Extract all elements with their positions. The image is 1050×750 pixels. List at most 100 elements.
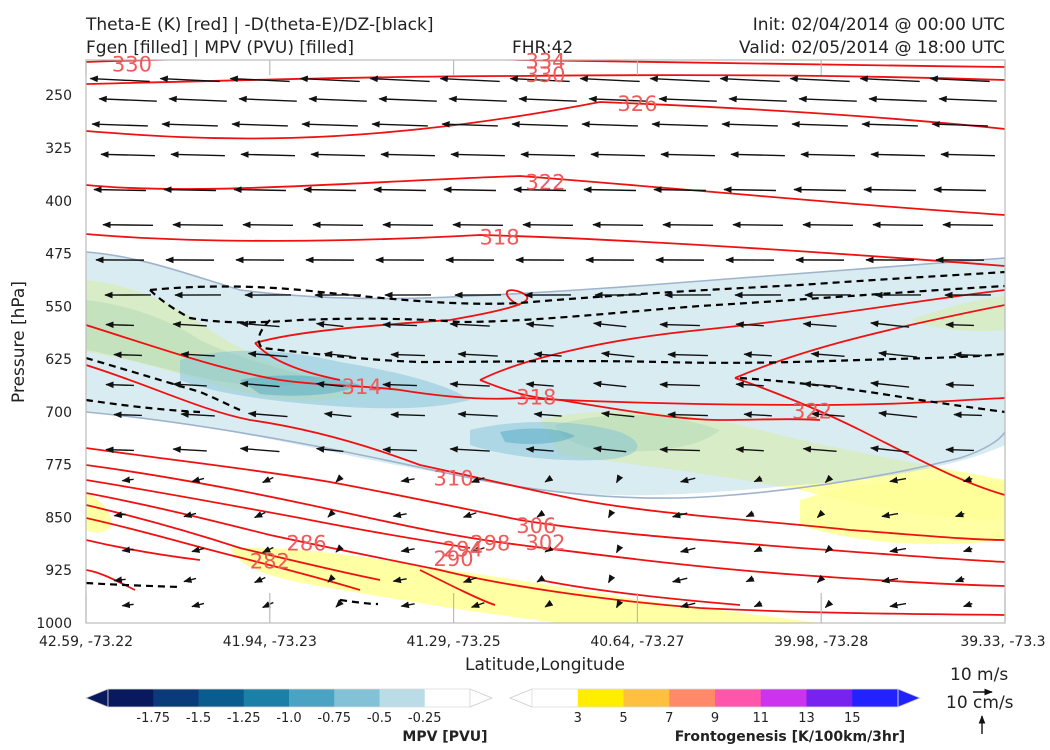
mpv-region-inner-2 xyxy=(500,428,575,444)
wind-arrow xyxy=(667,351,708,358)
colorbar-outline xyxy=(107,688,471,708)
colorbar-bin xyxy=(379,689,426,707)
x-tick-label: 42.59, -73.22 xyxy=(39,634,133,650)
wind-arrow xyxy=(327,509,336,518)
wind-arrow xyxy=(382,381,417,389)
wind-arrow xyxy=(878,350,918,358)
wind-arrow xyxy=(323,411,352,418)
wind-arrow xyxy=(533,411,562,418)
wind-arrow xyxy=(745,575,755,583)
wind-arrow xyxy=(102,221,153,229)
wind-arrow xyxy=(962,545,973,553)
colorbar-bin xyxy=(577,689,624,707)
wind-arrow xyxy=(247,350,288,358)
forecast-hour: FHR:42 xyxy=(512,38,574,58)
wind-arrow xyxy=(191,546,205,553)
wind-arrow xyxy=(719,75,780,83)
wind-arrow xyxy=(180,351,215,358)
wind-arrow xyxy=(590,151,645,158)
wind-arrow xyxy=(870,380,910,388)
fgen-colorbar: 3 5 7 9 11 13 15 xyxy=(508,688,922,726)
wind-arrow xyxy=(679,601,696,609)
wind-arrow xyxy=(100,151,155,158)
wind-arrow xyxy=(172,381,207,388)
wind-arrow xyxy=(98,95,157,103)
y-tick-label: 775 xyxy=(45,458,72,474)
wind-arrow xyxy=(183,511,197,518)
wind-arrow xyxy=(533,351,562,358)
wind-arrow xyxy=(735,321,764,329)
wind-arrow xyxy=(592,445,627,453)
wind-arrow xyxy=(392,576,407,584)
wind-arrow xyxy=(121,546,134,554)
wind-arrow xyxy=(536,574,546,583)
init-time: Init: 02/04/2014 @ 00:00 UTC xyxy=(752,15,1005,35)
wind-arrow xyxy=(615,544,624,554)
colorbar-outline xyxy=(531,688,899,708)
wind-arrow xyxy=(522,221,573,229)
x-tick-label: 39.98, -73.28 xyxy=(774,634,868,650)
wind-arrow xyxy=(450,151,505,158)
colorbar-bin xyxy=(760,689,807,707)
wind-arrow xyxy=(592,380,627,388)
theta-e-label: 298 xyxy=(470,532,510,556)
x-tick-label: 39.33, -73.3 xyxy=(960,634,1045,650)
wind-arrow xyxy=(449,380,490,388)
wind-arrow xyxy=(868,95,927,103)
colorbar-tick-label: 9 xyxy=(711,711,719,726)
x-axis: 42.59, -73.22 41.94, -73.23 41.29, -73.25 4… xyxy=(39,60,1046,650)
wind-arrow xyxy=(163,186,216,193)
y-axis-title: Pressure [hPa] xyxy=(9,281,29,403)
wind-arrow xyxy=(113,411,142,419)
wind-arrow xyxy=(607,574,616,584)
wind-arrow xyxy=(105,446,134,454)
wind-arrow xyxy=(659,381,700,388)
wind-arrow xyxy=(308,95,367,103)
colorbar-bin xyxy=(623,689,670,707)
wind-arrow xyxy=(735,446,764,454)
wind-arrow xyxy=(335,474,344,483)
colorbar-extend-left xyxy=(508,688,533,708)
colorbar-bin xyxy=(289,689,335,707)
wind-arrow xyxy=(170,151,225,158)
wind-arrow xyxy=(793,186,846,193)
plot-area xyxy=(86,60,1005,623)
wind-arrow xyxy=(301,120,358,128)
wind-arrow xyxy=(449,445,490,453)
wind-arrow xyxy=(390,351,425,359)
colorbar-tick-label: -0.25 xyxy=(408,711,442,726)
wind-arrow xyxy=(544,474,554,483)
wind-arrow xyxy=(743,411,772,419)
valid-time: Valid: 02/05/2014 @ 18:00 UTC xyxy=(739,38,1005,58)
wind-arrow xyxy=(940,151,995,158)
wind-arrow xyxy=(323,351,352,358)
colorbar-tick-label: 13 xyxy=(798,711,815,726)
colorbar-tick-label: 15 xyxy=(844,711,861,726)
wind-arrow xyxy=(592,320,627,328)
wind-arrow xyxy=(579,75,640,83)
wind-arrow xyxy=(802,221,853,229)
wind-arrow xyxy=(380,151,435,158)
colorbar-bin xyxy=(334,689,380,707)
colorbar-bin xyxy=(108,689,154,707)
wind-arrow xyxy=(470,476,485,483)
wind-arrow xyxy=(824,474,834,484)
wind-arrow xyxy=(168,95,227,103)
wind-arrow xyxy=(933,186,986,193)
wind-arrow xyxy=(753,600,763,608)
wind-arrow xyxy=(791,120,848,128)
wind-arrow xyxy=(242,221,293,229)
wind-arrow xyxy=(544,599,554,608)
colorbar-tick-label: 7 xyxy=(665,711,673,726)
wind-arrow xyxy=(470,601,485,608)
wind-arrow xyxy=(261,601,274,609)
colorbar-tick-label: 3 xyxy=(574,711,582,726)
wind-arrow xyxy=(945,446,974,454)
mpv-region-inner xyxy=(240,375,360,396)
wind-arrow xyxy=(881,576,899,584)
y-tick-label: 850 xyxy=(45,510,72,526)
title-line-1: Theta-E (K) [red] | -D(theta-E)/DZ-[blac… xyxy=(86,15,434,35)
wind-arrow xyxy=(824,599,834,609)
theta-e-label: 314 xyxy=(342,375,382,399)
